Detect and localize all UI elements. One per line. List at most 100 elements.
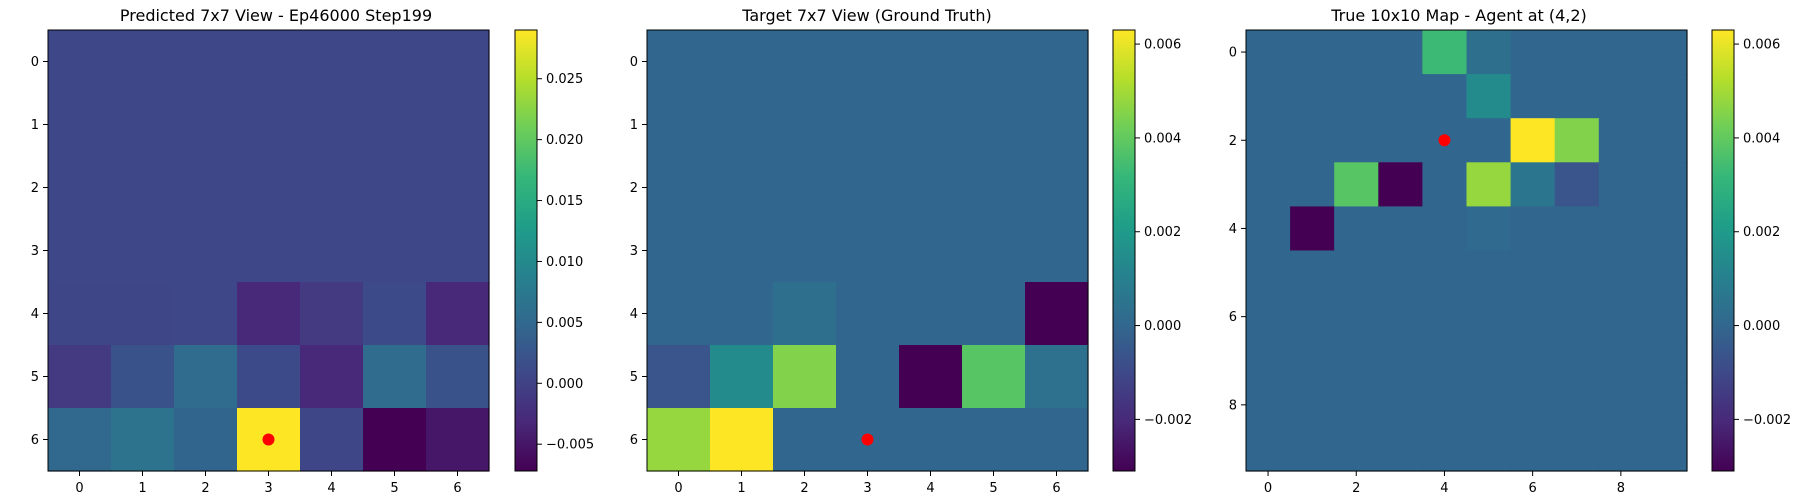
heatmap-cell [773, 30, 837, 94]
heatmap-cell [899, 93, 963, 157]
heatmap-cell [426, 408, 490, 472]
panel-predicted-view: Predicted 7x7 View - Ep46000 Step199 0 1 2… [31, 6, 594, 496]
heatmap-cell [1510, 294, 1556, 340]
heatmap-cell [363, 30, 427, 94]
heatmap-cell [1466, 294, 1512, 340]
heatmap-cell [111, 30, 175, 94]
heatmap-cell [1025, 30, 1089, 94]
heatmap-cell [111, 156, 175, 220]
heatmap-cell [1378, 294, 1423, 340]
x-tick-label: 6 [453, 481, 461, 496]
heatmap-cell [962, 408, 1026, 472]
heatmap-cell [710, 30, 774, 94]
y-tick-label: 5 [31, 370, 39, 385]
heatmap-cell [773, 219, 837, 283]
y-tick-label: 0 [31, 55, 39, 70]
colorbar-tick-label: 0.002 [1144, 225, 1181, 240]
heatmap-cell [1554, 294, 1600, 340]
heatmap-cell [1554, 74, 1600, 119]
colorbar-tick-label: 0.000 [1743, 319, 1780, 334]
heatmap-cell [710, 345, 774, 409]
colorbar-tick-label: 0.000 [1144, 319, 1181, 334]
heatmap-cell [1642, 426, 1688, 472]
agent-marker [262, 433, 275, 446]
heatmap-cell [1378, 162, 1423, 207]
heatmap-cell [773, 282, 837, 346]
colorbar-tick-label: 0.020 [546, 133, 583, 148]
heatmap-cell [1246, 426, 1291, 472]
heatmap-cell [1246, 206, 1291, 252]
heatmap-cell [237, 219, 301, 283]
heatmap-cell [1290, 338, 1335, 384]
heatmap-cell [1246, 294, 1291, 340]
heatmap-cell [1378, 382, 1423, 428]
x-tick-label: 2 [800, 481, 808, 496]
x-tick-label: 6 [1052, 481, 1060, 496]
heatmap-cell [1554, 426, 1600, 472]
colorbar-tick-label: 0.015 [546, 194, 583, 209]
chart-title: True 10x10 Map - Agent at (4,2) [1330, 6, 1587, 25]
heatmap-cell [710, 282, 774, 346]
heatmap-cell [1554, 250, 1600, 296]
heatmap-cell [1334, 74, 1379, 119]
colorbar [1711, 29, 1735, 472]
heatmap-cell [111, 219, 175, 283]
heatmap-cell [899, 408, 963, 472]
heatmap-cell [363, 345, 427, 409]
heatmap-cell [647, 345, 711, 409]
heatmap-cell [1466, 206, 1512, 252]
heatmap-cell [1466, 338, 1512, 384]
heatmap-cell [1554, 162, 1600, 207]
y-tick-label: 6 [31, 433, 39, 448]
heatmap-cell [174, 408, 238, 472]
agent-marker [861, 433, 874, 446]
heatmap-cell [647, 219, 711, 283]
heatmap-cell [1334, 118, 1379, 163]
heatmap-cell [363, 156, 427, 220]
heatmap-cell [1025, 156, 1089, 220]
heatmap-cell [237, 93, 301, 157]
heatmap-cell [1554, 30, 1600, 75]
heatmap-cell [1598, 338, 1644, 384]
y-tick-label: 8 [1229, 398, 1237, 413]
heatmap-cell [1290, 294, 1335, 340]
colorbar-tick-label: 0.006 [1743, 38, 1780, 53]
heatmap-cell [111, 282, 175, 346]
panel-true-map: True 10x10 Map - Agent at (4,2) 0 2 4 6 8 0 2 4… [1229, 6, 1791, 496]
x-tick-label: 0 [75, 481, 83, 496]
y-tick-label: 2 [630, 181, 638, 196]
heatmap-cell [48, 219, 112, 283]
heatmap-cell [1510, 250, 1556, 296]
x-tick-label: 8 [1617, 481, 1625, 496]
heatmap-cell [300, 93, 364, 157]
heatmap-cell [1246, 162, 1291, 207]
heatmap-cell [1025, 408, 1089, 472]
y-tick-label: 4 [31, 307, 39, 322]
heatmap-cell [962, 93, 1026, 157]
heatmap-cell [48, 156, 112, 220]
heatmap-cell [1642, 118, 1688, 163]
heatmap-cell [773, 156, 837, 220]
x-tick-label: 4 [926, 481, 934, 496]
heatmap-cell [1510, 30, 1556, 75]
heatmap-cell [647, 93, 711, 157]
heatmap-cell [111, 93, 175, 157]
heatmap-cell [836, 30, 900, 94]
heatmap-cell [647, 282, 711, 346]
heatmap-cell [1378, 250, 1423, 296]
agent-marker [1438, 134, 1451, 147]
colorbar [514, 29, 538, 472]
heatmap-cell [48, 345, 112, 409]
colorbar-tick-label: −0.002 [1743, 413, 1791, 428]
heatmap-cell [111, 408, 175, 472]
y-tick-label: 5 [630, 370, 638, 385]
heatmap-cell [237, 282, 301, 346]
heatmap-cell [1246, 338, 1291, 384]
heatmap-cell [710, 156, 774, 220]
heatmap-cell [48, 282, 112, 346]
heatmap-cell [1378, 74, 1423, 119]
heatmap-cell [1246, 382, 1291, 428]
heatmap-cell [836, 282, 900, 346]
heatmap-cell [1334, 250, 1379, 296]
heatmap-cell [1510, 382, 1556, 428]
